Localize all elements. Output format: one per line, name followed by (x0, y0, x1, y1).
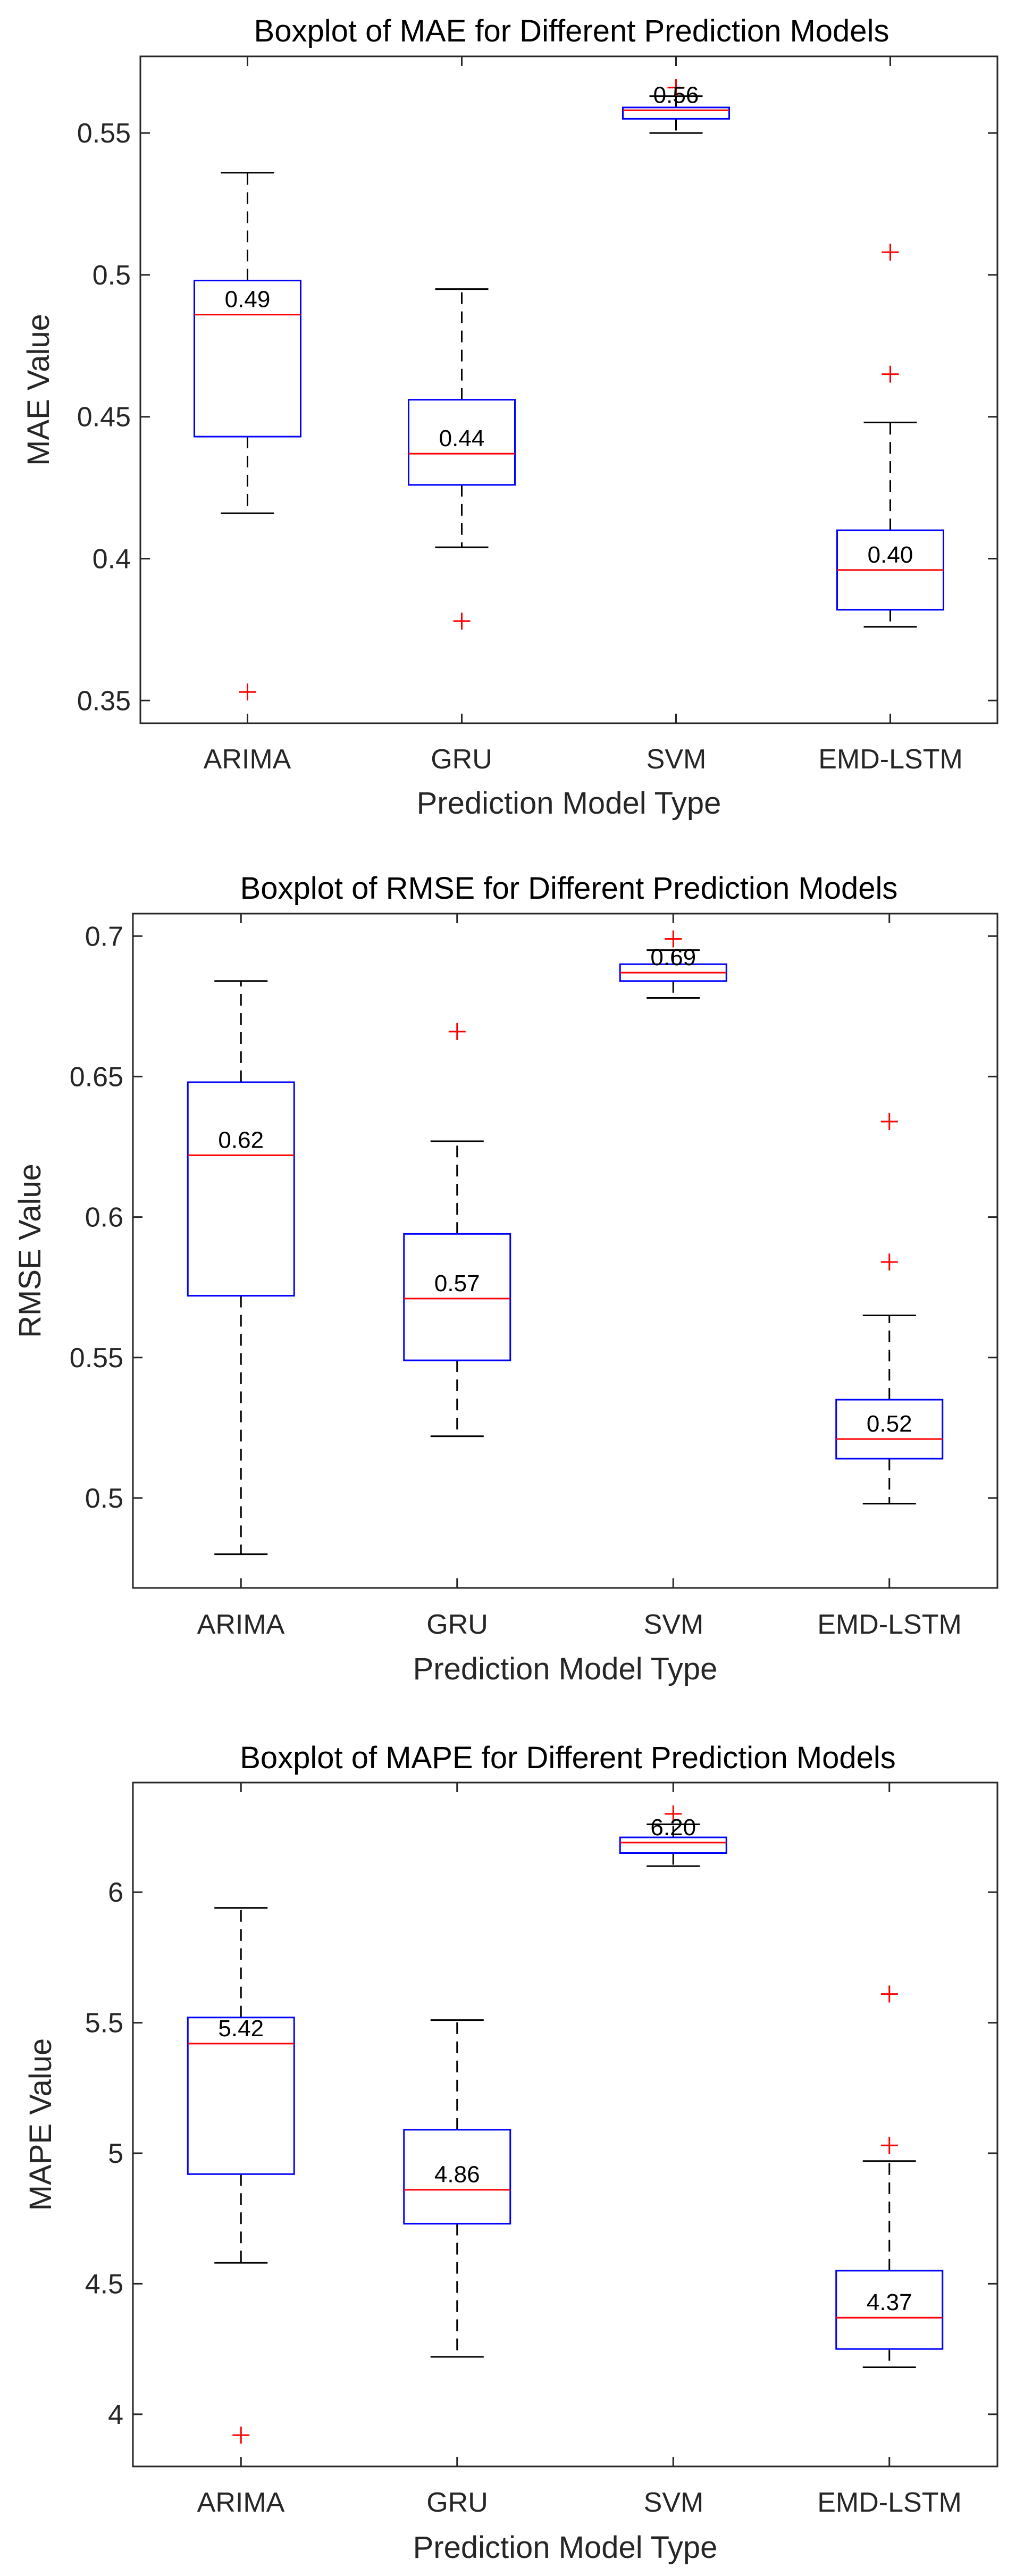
mape-x-tick-gru: GRU (426, 2487, 488, 2518)
mape-iqr-box-emd-lstm (835, 2270, 944, 2350)
mape-median-label-arima: 5.42 (218, 2015, 264, 2042)
mae-box-arima: 0.49 (194, 172, 301, 701)
rmse-boxplot-panel: Boxplot of RMSE for Different Prediction… (13, 871, 998, 1686)
rmse-y-tick-label: 0.65 (70, 1061, 123, 1092)
rmse-plot-area (132, 913, 998, 1589)
mae-box-svm: 0.56 (622, 79, 730, 134)
mape-y-axis: 4 4.5 5 5.5 6 (85, 1877, 997, 2430)
mape-x-tick-emd-lstm: EMD-LSTM (817, 2487, 962, 2518)
mape-x-axis: ARIMA GRU SVM EMD-LSTM (197, 1783, 962, 2518)
mae-y-tick-label: 0.35 (77, 685, 131, 716)
mape-x-axis-label: Prediction Model Type (413, 2530, 718, 2565)
mae-y-axis: 0.35 0.4 0.45 0.5 0.55 (77, 118, 997, 716)
rmse-box-emd-lstm: 0.52 (835, 1113, 944, 1504)
rmse-box-arima: 0.62 (187, 980, 295, 1555)
rmse-x-tick-arima: ARIMA (197, 1609, 285, 1640)
mae-x-tick-emd-lstm: EMD-LSTM (818, 744, 963, 775)
mape-box-emd-lstm: 4.37 (835, 1985, 944, 2368)
rmse-box-svm: 0.69 (619, 930, 727, 999)
rmse-y-tick-label: 0.6 (85, 1202, 123, 1233)
mae-box-emd-lstm: 0.40 (836, 244, 944, 628)
rmse-x-tick-gru: GRU (426, 1609, 488, 1640)
mape-box-arima: 5.42 (187, 1907, 295, 2444)
mape-y-tick-label: 4 (108, 2399, 123, 2430)
mae-y-tick-label: 0.45 (77, 402, 131, 433)
mape-plot-area (132, 1782, 998, 2468)
mae-iqr-box-arima (194, 280, 301, 438)
mae-box-gru: 0.44 (408, 288, 516, 630)
mae-x-tick-arima: ARIMA (204, 744, 291, 775)
mae-y-axis-label: MAE Value (21, 314, 56, 466)
rmse-iqr-box-arima (187, 1081, 295, 1297)
mape-y-axis-label: MAPE Value (23, 2038, 58, 2211)
rmse-median-label-emd-lstm: 0.52 (867, 1411, 912, 1437)
mape-box-gru: 4.86 (403, 2019, 511, 2358)
mae-y-tick-label: 0.4 (93, 544, 131, 575)
mape-y-tick-label: 5.5 (85, 2008, 123, 2039)
rmse-median-label-svm: 0.69 (650, 944, 696, 971)
mae-x-tick-svm: SVM (647, 744, 707, 775)
mae-x-axis: ARIMA GRU SVM EMD-LSTM (204, 56, 963, 775)
rmse-boxes: 0.62 0.57 0.69 0.52 (187, 930, 944, 1555)
rmse-y-tick-label: 0.5 (85, 1483, 123, 1514)
mape-x-tick-svm: SVM (644, 2487, 704, 2518)
rmse-x-tick-emd-lstm: EMD-LSTM (817, 1609, 962, 1640)
mape-iqr-box-svm (619, 1836, 727, 1854)
mape-boxplot-panel: Boxplot of MAPE for Different Prediction… (23, 1741, 998, 2565)
mae-x-tick-gru: GRU (431, 744, 492, 775)
rmse-x-tick-svm: SVM (644, 1609, 704, 1640)
mape-y-tick-label: 4.5 (85, 2269, 123, 2299)
mae-chart-title: Boxplot of MAE for Different Prediction … (254, 14, 889, 48)
rmse-y-axis: 0.5 0.55 0.6 0.65 0.7 (70, 921, 997, 1514)
rmse-iqr-box-emd-lstm (835, 1399, 944, 1460)
rmse-y-tick-label: 0.55 (70, 1343, 123, 1374)
mae-iqr-box-gru (408, 399, 516, 486)
mape-median-label-svm: 6.20 (650, 1814, 696, 1841)
mae-y-tick-label: 0.5 (93, 260, 131, 291)
mape-boxes: 5.42 4.86 6.20 4.37 (187, 1805, 944, 2444)
rmse-y-tick-label: 0.7 (85, 921, 123, 952)
mae-median-label-gru: 0.44 (439, 425, 485, 451)
mae-x-axis-label: Prediction Model Type (417, 786, 721, 821)
mape-y-tick-label: 6 (108, 1877, 123, 1908)
mape-median-label-emd-lstm: 4.37 (867, 2289, 912, 2315)
mae-median-label-svm: 0.56 (653, 82, 699, 108)
mape-iqr-box-arima (187, 2017, 295, 2175)
rmse-median-label-arima: 0.62 (218, 1127, 264, 1153)
rmse-y-axis-label: RMSE Value (13, 1164, 47, 1338)
rmse-x-axis-label: Prediction Model Type (413, 1652, 718, 1686)
mae-plot-area (139, 55, 998, 724)
mape-chart-title: Boxplot of MAPE for Different Prediction… (240, 1741, 896, 1775)
rmse-iqr-box-gru (403, 1233, 511, 1361)
rmse-chart-title: Boxplot of RMSE for Different Prediction… (240, 871, 898, 906)
mae-median-label-arima: 0.49 (225, 287, 271, 313)
rmse-median-label-gru: 0.57 (434, 1270, 480, 1297)
mae-boxes: 0.49 0.44 0.56 0.40 (194, 79, 944, 701)
mape-box-svm: 6.20 (619, 1805, 727, 1867)
mae-y-tick-label: 0.55 (77, 118, 131, 149)
rmse-x-axis: ARIMA GRU SVM EMD-LSTM (197, 914, 962, 1640)
mape-x-tick-arima: ARIMA (197, 2487, 285, 2518)
mae-boxplot-panel: Boxplot of MAE for Different Prediction … (21, 14, 998, 821)
rmse-box-gru: 0.57 (403, 1023, 511, 1437)
mape-iqr-box-gru (403, 2129, 511, 2225)
mape-median-label-gru: 4.86 (434, 2162, 480, 2188)
mape-y-tick-label: 5 (108, 2138, 123, 2169)
mae-median-label-emd-lstm: 0.40 (868, 542, 913, 568)
mae-iqr-box-svm (622, 106, 730, 120)
